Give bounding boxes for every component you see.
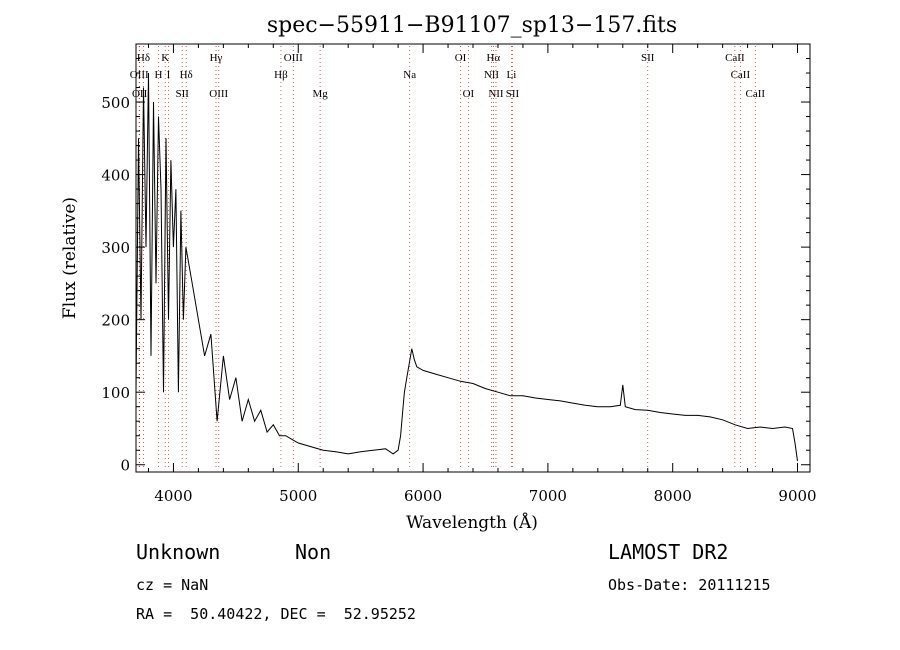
spectral-line-label-18: SII: [175, 88, 189, 100]
spectral-line-label-3: OIII: [284, 52, 303, 64]
spectral-line-label-23: SII: [506, 88, 520, 100]
obs-date: Obs-Date: 20111215: [608, 576, 771, 594]
survey-name: LAMOST DR2: [608, 540, 729, 564]
spectral-line-markers: HδKHγOIIIOIHαSIICaIIOIIIHIHδHβNaNIILiCaI…: [130, 46, 766, 470]
spectral-line-label-0: Hδ: [137, 52, 150, 64]
x-tick-label-1: 5000: [279, 487, 317, 505]
y-tick-label-5: 500: [101, 94, 130, 112]
spectral-line-label-14: NII: [484, 69, 500, 81]
spectral-line-label-5: Hα: [486, 52, 500, 64]
spectral-line-label-11: Hδ: [180, 69, 193, 81]
coordinates: RA = 50.40422, DEC = 52.95252: [136, 605, 416, 623]
x-tick-label-5: 9000: [778, 487, 816, 505]
x-tick-label-0: 4000: [154, 487, 192, 505]
spectral-line-label-15: Li: [507, 69, 517, 81]
x-tick-label-4: 8000: [654, 487, 692, 505]
y-tick-label-4: 400: [101, 167, 130, 185]
spectral-line-label-6: SII: [641, 52, 655, 64]
y-axis: 0 100 200 300 400 500: [101, 58, 810, 475]
plot-frame: [135, 43, 811, 473]
object-subclass: Non: [295, 540, 332, 564]
spectral-line-label-22: NII: [488, 88, 504, 100]
x-axis: 4000 5000 6000 7000 8000 9000: [147, 44, 817, 505]
spectral-line-label-9: H: [154, 69, 162, 81]
y-axis-label: Flux (relative): [60, 197, 80, 319]
spectral-line-label-13: Na: [403, 69, 416, 81]
x-axis-label: Wavelength (Å): [406, 512, 538, 533]
spectral-line-label-19: OIII: [209, 88, 228, 100]
spectral-line-label-21: OI: [463, 88, 475, 100]
chart-title: spec−55911−B91107_sp13−157.fits: [267, 13, 677, 38]
y-tick-label-2: 200: [101, 312, 130, 330]
spectral-line-label-20: Mg: [312, 88, 328, 100]
spectral-line-label-17: OII: [132, 88, 148, 100]
spectral-line-label-1: K: [161, 52, 169, 64]
y-tick-label-1: 100: [101, 384, 130, 402]
spectral-line-label-10: I: [167, 69, 171, 81]
spectral-line-label-24: CaII: [746, 88, 766, 100]
spectral-line-label-16: CaII: [731, 69, 751, 81]
x-tick-label-2: 6000: [404, 487, 442, 505]
spectral-line-label-4: OI: [455, 52, 467, 64]
y-tick-label-3: 300: [101, 239, 130, 257]
redshift-readout: cz = NaN: [136, 576, 209, 594]
spectral-line-label-7: CaII: [725, 52, 745, 64]
spectral-line-label-12: Hβ: [274, 69, 288, 81]
x-tick-label-3: 7000: [529, 487, 567, 505]
spectrum-line: [135, 72, 798, 462]
spectral-line-label-2: Hγ: [210, 52, 223, 64]
y-tick-label-0: 0: [120, 457, 130, 475]
object-class: Unknown: [136, 540, 221, 564]
